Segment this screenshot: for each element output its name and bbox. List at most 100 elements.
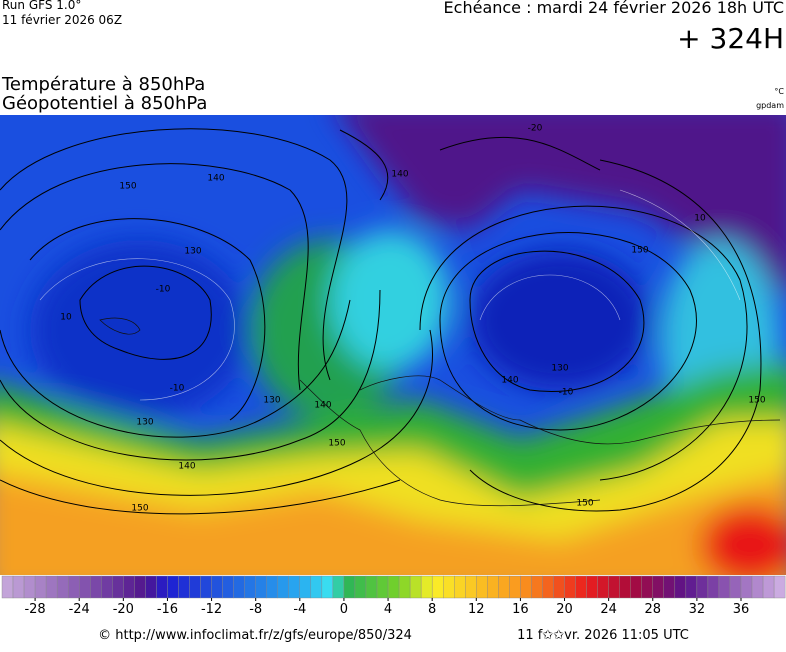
color-swatch [751,575,764,599]
color-swatch [233,575,245,599]
color-swatch [156,575,168,599]
color-swatch [376,575,389,599]
contour-label: 140 [207,174,224,184]
color-swatch [729,575,742,599]
colorbar-tick-label: -4 [293,602,306,617]
color-swatch [134,575,146,599]
run-date: 11 février 2026 06Z [2,13,122,27]
color-swatch [222,575,234,599]
color-swatch [553,575,565,599]
colorbar-tick-label: 32 [689,602,706,617]
color-swatch [685,575,698,599]
color-swatch [255,575,267,599]
contour-label: 150 [119,182,136,192]
colorbar-tick-label: 8 [428,602,436,617]
generated-time: 11 f✩✩vr. 2026 11:05 UTC [517,628,689,643]
color-swatch [167,575,179,599]
colorbar-tick-label: 20 [556,602,573,617]
color-swatch [299,575,312,599]
color-swatch [630,575,642,599]
color-swatch [431,575,444,599]
color-swatch [663,575,676,599]
color-swatch [707,575,720,599]
colorbar-tick-label: 4 [384,602,392,617]
color-swatch [564,575,576,599]
color-swatch [23,575,36,599]
colorbar-tick-label: -8 [249,602,262,617]
colorbar-tick-label: -24 [69,602,90,617]
color-swatch [454,575,466,599]
contour-label: 130 [184,247,201,257]
title-temperature: Température à 850hPa [1,74,205,95]
color-swatch [542,575,554,599]
color-swatch [1,575,14,599]
contour-label: 140 [178,462,195,472]
colorbar-tick-label: 24 [600,602,617,617]
map [0,115,786,575]
color-swatch [762,575,775,599]
color-swatch [652,575,665,599]
color-swatch [409,575,422,599]
color-swatch [321,575,334,599]
color-swatch [718,575,731,599]
color-swatch [178,575,190,599]
contour-label: 10 [694,214,706,224]
color-swatch [332,575,345,599]
contour-label: 150 [131,504,148,514]
color-swatch [56,575,69,599]
contour-label: 10 [60,313,72,323]
color-swatch [586,575,598,599]
contour-label: -10 [559,388,574,398]
colorbar-tick-label: -12 [201,602,222,617]
valid-time: Echéance : mardi 24 février 2026 18h UTC [444,0,784,17]
lead-time: + 324H [677,22,784,55]
colorbar-tick-label: -20 [113,602,134,617]
contour-label: 140 [501,376,518,386]
title-geopotential: Géopotentiel à 850hPa [2,93,207,114]
color-swatch [310,575,323,599]
color-swatch [123,575,135,599]
color-swatch [387,575,400,599]
colorbar-tick-label: 28 [644,602,661,617]
color-swatch [509,575,521,599]
color-swatch [498,575,510,599]
colorbar-tick-label: 0 [340,602,348,617]
color-swatch [443,575,455,599]
contour-label: -10 [156,285,171,295]
color-swatch [211,575,223,599]
contour-label: 130 [551,364,568,374]
color-swatch [288,575,301,599]
color-swatch [101,575,113,599]
color-swatch [90,575,102,599]
color-swatch [487,575,499,599]
color-swatch [200,575,212,599]
colorbar: -28 -24 -20 -16 -12 -8 -4 0 4 8 12 16 20 24 28 32 36 [1,575,786,617]
contour-label: 140 [391,170,408,180]
color-swatch [365,575,378,599]
colorbar-tick-label: 36 [733,602,750,617]
color-swatch [189,575,201,599]
color-swatch [266,575,278,599]
contour-labels: 150 140 130 -10 -10 130 140 150 140 150 … [60,124,766,514]
color-swatch [354,575,367,599]
color-swatch [465,575,477,599]
color-swatch [343,575,356,599]
contour-label: 150 [631,246,648,256]
color-swatch [531,575,543,599]
color-swatch [696,575,709,599]
color-swatch [277,575,289,599]
color-swatch [619,575,631,599]
colorbar-tick-label: 16 [512,602,529,617]
source-url: © http://www.infoclimat.fr/z/gfs/europe/… [98,628,412,643]
color-swatch [244,575,256,599]
color-swatch [608,575,620,599]
color-swatch [773,575,786,599]
colorbar-tick-label: 12 [468,602,485,617]
color-swatch [45,575,58,599]
unit-geopotential: gpdam [756,101,784,110]
contour-label: 150 [576,499,593,509]
color-swatch [641,575,653,599]
contour-label: 140 [314,401,331,411]
color-swatch [34,575,47,599]
